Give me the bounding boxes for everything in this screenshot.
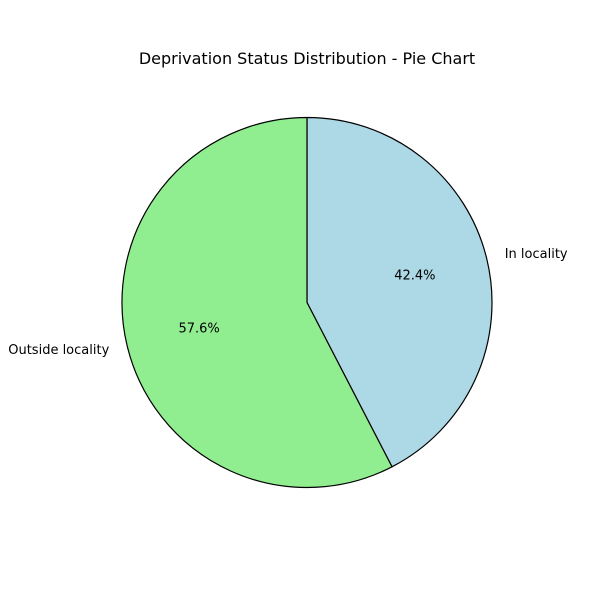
slice-percent-outside-locality: 57.6% (178, 321, 219, 336)
pie-slice-outside-locality (121, 116, 393, 489)
slice-label-in-locality: In locality (505, 247, 568, 262)
labels-layer: In locality 42.4% Outside locality 57.6% (8, 247, 568, 358)
slices-layer (121, 116, 493, 489)
pie-slice-in-locality (306, 116, 493, 468)
slice-label-outside-locality: Outside locality (8, 343, 109, 358)
slice-percent-in-locality: 42.4% (394, 269, 435, 284)
chart-title: Deprivation Status Distribution - Pie Ch… (139, 49, 475, 68)
